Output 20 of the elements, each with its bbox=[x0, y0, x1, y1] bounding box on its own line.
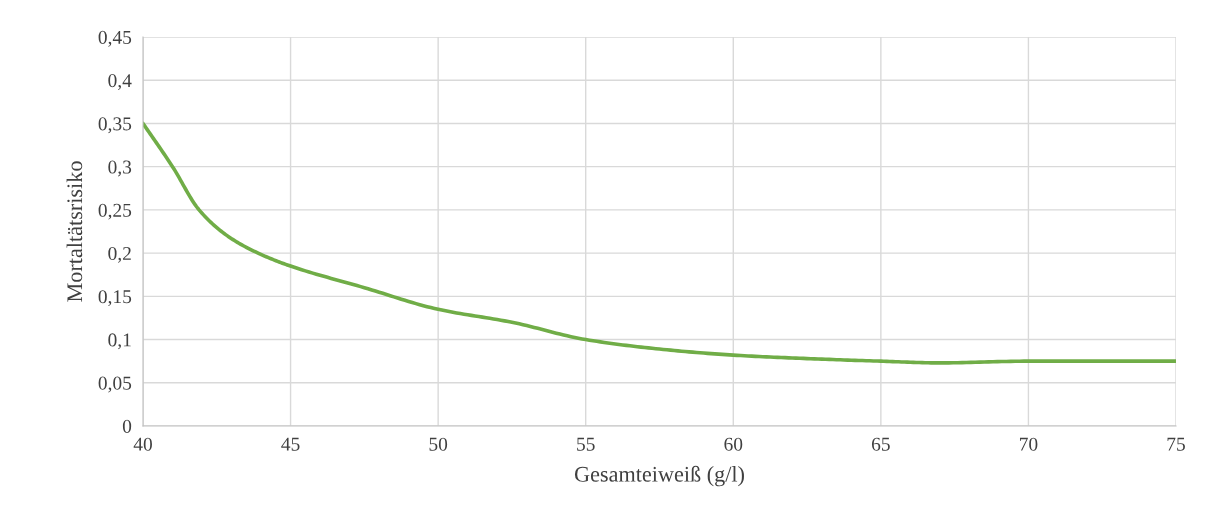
y-tick-label: 0,25 bbox=[98, 203, 132, 220]
x-axis-title: Gesamteiweiß (g/l) bbox=[574, 465, 744, 487]
y-tick-label: 0 bbox=[122, 419, 132, 433]
x-tick-label: 45 bbox=[281, 437, 300, 451]
y-tick-label: 0,05 bbox=[98, 376, 132, 393]
x-tick-label: 60 bbox=[724, 437, 743, 451]
x-tick-label: 70 bbox=[1019, 437, 1038, 451]
x-tick-label: 75 bbox=[1167, 437, 1185, 451]
x-tick-label: 65 bbox=[871, 437, 890, 451]
y-tick-label: 0,1 bbox=[108, 333, 131, 350]
x-tick-label: 55 bbox=[577, 437, 595, 451]
y-tick-label: 0,2 bbox=[108, 246, 131, 263]
y-axis-title: Mortaltätsrisiko bbox=[66, 161, 83, 302]
y-tick-label: 0,4 bbox=[108, 74, 132, 90]
x-tick-label: 40 bbox=[133, 437, 152, 451]
y-tick-label: 0,3 bbox=[108, 160, 132, 177]
x-tick-label: 50 bbox=[429, 437, 448, 451]
y-tick-label: 0,35 bbox=[98, 117, 132, 134]
y-tick-label: 0,45 bbox=[98, 30, 132, 47]
y-tick-label: 0,15 bbox=[98, 290, 132, 307]
